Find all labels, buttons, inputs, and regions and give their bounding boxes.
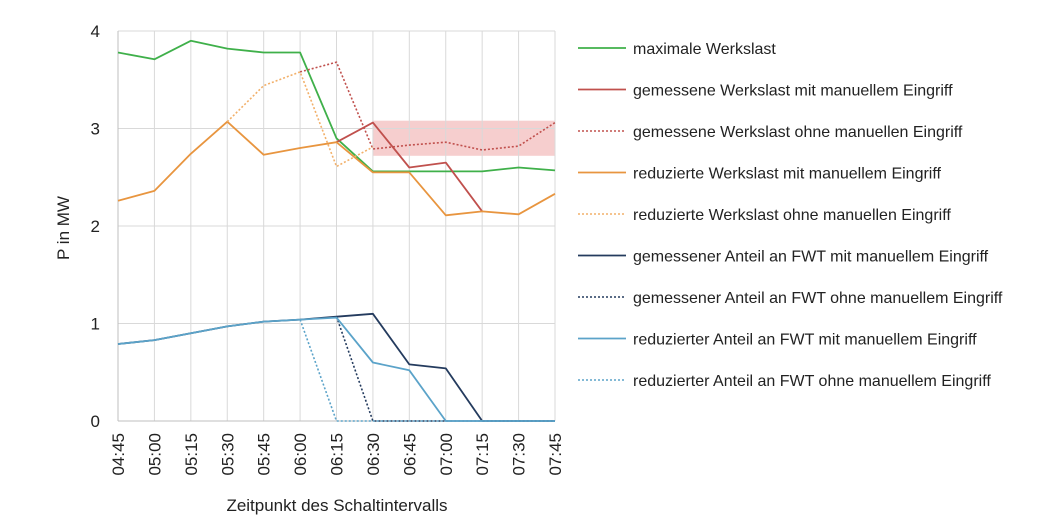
series-layer [117,39,556,422]
y-tick-label: 4 [91,22,100,41]
legend-item: gemessene Werkslast ohne manuellen Eingr… [578,124,963,141]
legend-item: reduzierte Werkslast ohne manuellen Eing… [578,207,951,224]
legend-label: maximale Werkslast [633,41,776,58]
x-tick-labels: 04:45 05:00 05:15 05:30 05:45 06:00 06:15 06:30… [109,433,565,476]
y-tick-label: 0 [91,412,100,431]
x-tick-label: 04:45 [109,433,128,476]
x-tick-label: 06:45 [400,433,419,476]
series-line-1 [117,39,556,173]
x-tick-label: 07:00 [437,433,456,476]
legend-item: gemessener Anteil an FWT mit manuellem E… [578,249,989,266]
legend-item: gemessener Anteil an FWT ohne manuellem … [578,290,1003,307]
legend-label: reduzierte Werkslast ohne manuellen Eing… [633,207,951,224]
x-tick-label: 06:00 [291,433,310,476]
x-tick-label: 06:15 [328,433,347,476]
x-tick-label: 06:30 [364,433,383,476]
legend-label: gemessene Werkslast mit manuellem Eingri… [633,83,953,100]
legend-item: maximale Werkslast [578,41,776,58]
tolerance-band [372,120,555,156]
legend-item: reduzierter Anteil an FWT mit manuellem … [578,332,977,349]
legend-label: gemessener Anteil an FWT mit manuellem E… [633,249,989,266]
y-tick-label: 3 [91,120,100,139]
series-line-5 [226,71,374,168]
legend-label: reduzierter Anteil an FWT mit manuellem … [633,332,977,349]
x-tick-label: 07:45 [546,433,565,476]
grid-layer [117,30,556,422]
x-tick-label: 05:30 [218,433,237,476]
legend-item: reduzierter Anteil an FWT ohne manuellem… [578,373,991,390]
y-tick-label: 2 [91,217,100,236]
x-tick-label: 05:00 [145,433,164,476]
legend-item: gemessene Werkslast mit manuellem Eingri… [578,83,953,100]
x-tick-label: 07:15 [473,433,492,476]
x-tick-label: 07:30 [510,433,529,476]
y-axis-label: P in MW [54,196,73,260]
x-tick-label: 05:15 [182,433,201,476]
series-line-3 [299,61,556,151]
series-line-4 [117,120,556,217]
legend: maximale Werkslast gemessene Werkslast mi… [578,41,1003,390]
y-tick-labels: 0 1 2 3 4 [91,22,100,431]
series-line-9 [299,319,555,422]
legend-label: reduzierte Werkslast mit manuellem Eingr… [633,166,942,183]
legend-label: reduzierter Anteil an FWT ohne manuellem… [633,373,991,390]
y-tick-label: 1 [91,315,100,334]
x-axis-label: Zeitpunkt des Schaltintervalls [226,496,447,515]
legend-item: reduzierte Werkslast mit manuellem Eingr… [578,166,942,183]
x-tick-label: 05:45 [255,433,274,476]
series-line-2 [336,121,483,212]
legend-label: gemessene Werkslast ohne manuellen Eingr… [633,124,963,141]
legend-label: gemessener Anteil an FWT ohne manuellem … [633,290,1003,307]
tolerance-band-layer [372,120,555,156]
